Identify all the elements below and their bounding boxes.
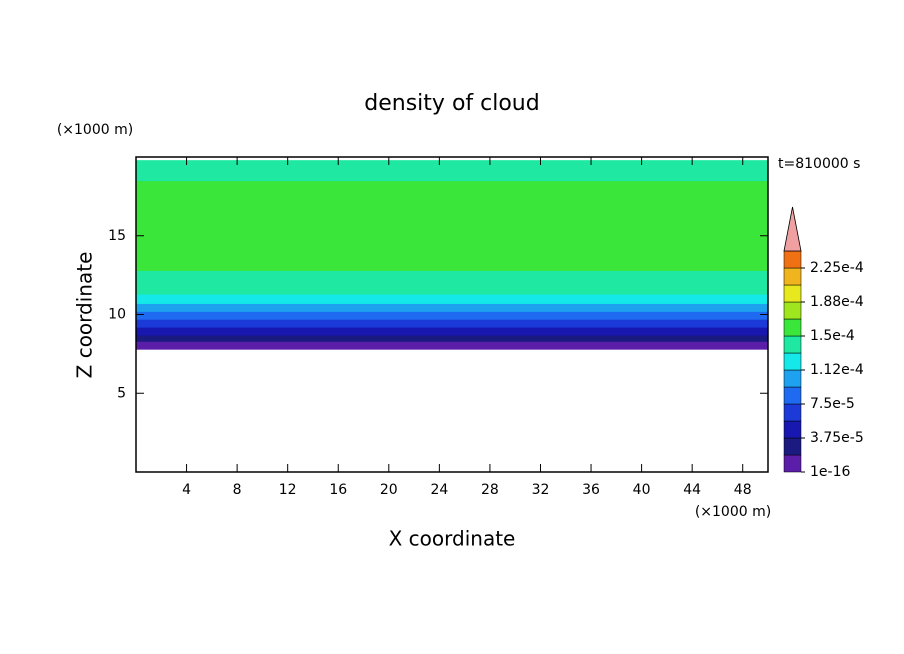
time-label: t=810000 s <box>778 156 860 172</box>
x-tick-label: 32 <box>532 482 550 498</box>
x-tick-label: 48 <box>734 482 752 498</box>
x-tick-label: 44 <box>683 482 701 498</box>
colorbar-tick-label: 1.12e-4 <box>810 362 864 378</box>
colorbar-band <box>783 454 802 473</box>
contour-band <box>136 319 768 328</box>
x-tick-label: 36 <box>582 482 600 498</box>
x-tick-label: 20 <box>380 482 398 498</box>
contour-band <box>136 270 768 295</box>
colorbar-band <box>783 352 802 371</box>
colorbar-band <box>783 301 802 320</box>
colorbar-tick-label: 1e-16 <box>810 464 850 480</box>
contour-band <box>136 294 768 304</box>
y-axis-label: Z coordinate <box>73 252 97 379</box>
colorbar-tick-label: 2.25e-4 <box>810 260 864 276</box>
contour-band <box>136 341 768 350</box>
x-tick-label: 40 <box>633 482 651 498</box>
y-tick-label: 10 <box>108 307 126 323</box>
y-tick-label: 5 <box>117 385 126 401</box>
contour-band <box>136 160 768 182</box>
colorbar-band <box>783 403 802 422</box>
contour-band <box>136 303 768 312</box>
x-tick-label: 12 <box>279 482 297 498</box>
y-tick-label: 15 <box>108 228 126 244</box>
colorbar-band <box>783 437 802 456</box>
colorbar-tick-label: 3.75e-5 <box>810 430 864 446</box>
colorbar-extend <box>783 206 802 252</box>
contour-band <box>136 311 768 320</box>
contour-band <box>136 327 768 336</box>
y-unit: (×1000 m) <box>57 122 133 138</box>
colorbar-band <box>783 386 802 405</box>
contour-band <box>136 180 768 271</box>
x-tick-label: 24 <box>430 482 448 498</box>
contour-band <box>136 334 768 342</box>
colorbar-band <box>783 335 802 354</box>
colorbar-band <box>783 420 802 439</box>
x-tick-label: 8 <box>233 482 242 498</box>
colorbar-tick-label: 1.5e-4 <box>810 328 855 344</box>
chart-title: density of cloud <box>364 91 539 116</box>
colorbar-band <box>783 267 802 286</box>
x-tick-label: 4 <box>182 482 191 498</box>
colorbar-band <box>783 250 802 269</box>
colorbar-band <box>783 284 802 303</box>
colorbar-band <box>783 369 802 388</box>
colorbar-tick-label: 7.5e-5 <box>810 396 855 412</box>
x-axis-label: X coordinate <box>389 527 516 551</box>
colorbar-band <box>783 318 802 337</box>
x-tick-label: 16 <box>329 482 347 498</box>
colorbar-tick-label: 1.88e-4 <box>810 294 864 310</box>
x-unit: (×1000 m) <box>695 504 771 520</box>
x-tick-label: 28 <box>481 482 499 498</box>
